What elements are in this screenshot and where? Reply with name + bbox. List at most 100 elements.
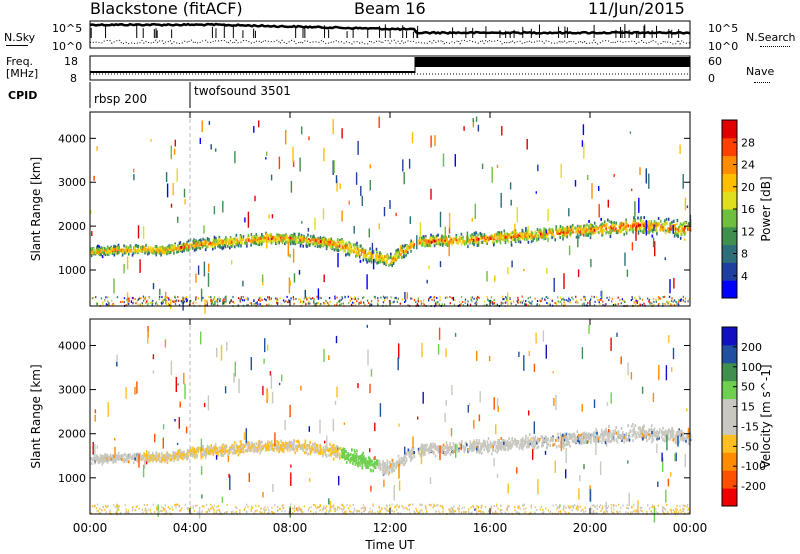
velocity-cell: [507, 448, 509, 452]
power-ground-cell: [286, 295, 288, 298]
power-ground-cell: [173, 300, 176, 303]
power-cell: [325, 247, 328, 251]
power-cell: [212, 242, 215, 246]
power-cell: [418, 239, 420, 243]
power-sparse: [165, 172, 168, 183]
power-cell: [379, 251, 381, 255]
power-ground-cell: [449, 296, 451, 298]
power-ground-cell: [521, 301, 523, 304]
power-ground-cell: [575, 295, 577, 298]
power-cell: [601, 231, 603, 235]
power-cell: [654, 228, 657, 232]
power-ground-cell: [420, 300, 422, 303]
power-cell: [113, 244, 116, 248]
power-ground-cell: [290, 297, 292, 300]
power-cell: [639, 229, 642, 233]
power-cell: [171, 245, 173, 249]
velocity-cell: [193, 452, 195, 456]
power-cell: [149, 246, 152, 250]
power-sparse: [176, 168, 178, 182]
power-sparse: [430, 188, 432, 200]
power-ground-cell: [185, 297, 188, 300]
velocity-cell: [467, 448, 469, 452]
nave-tick-low: 0: [708, 72, 715, 85]
power-ground-cell: [388, 299, 390, 302]
power-ground-cell: [219, 298, 221, 301]
power-ground-cell: [182, 298, 184, 301]
power-cell: [648, 228, 650, 232]
power-ground-cell: [655, 300, 657, 303]
power-ground-cell: [167, 302, 169, 305]
power-cell: [302, 239, 305, 243]
power-ground-cell: [320, 303, 322, 306]
power-cell: [236, 243, 238, 247]
power-cell: [512, 230, 515, 234]
velocity-cell: [617, 430, 620, 433]
velocity-cell: [432, 442, 434, 446]
power-sparse: [511, 260, 513, 268]
power-cell: [681, 223, 684, 227]
velocity-cell: [186, 457, 188, 461]
power-cell: [559, 231, 561, 235]
power-sparse: [152, 283, 155, 290]
power-cell: [469, 234, 472, 238]
power-cell: [239, 237, 242, 241]
power-cell: [206, 239, 209, 243]
power-cell: [299, 235, 301, 239]
power-sparse: [371, 242, 374, 254]
power-ground-cell: [529, 296, 531, 299]
power-cell: [204, 242, 207, 246]
power-sparse: [290, 181, 293, 193]
velocity-cell: [557, 432, 559, 436]
power-cell: [251, 236, 254, 240]
power-ground-cell: [416, 304, 418, 307]
power-cell: [530, 234, 533, 238]
velocity-cell: [101, 454, 103, 458]
power-ground-cell: [336, 302, 338, 304]
velocity-cell: [347, 452, 349, 456]
power-ground-cell: [259, 299, 261, 302]
velocity-cell: [166, 451, 169, 455]
power-ground-cell: [224, 302, 226, 305]
power-cell: [593, 225, 595, 229]
power-cell: [560, 230, 563, 234]
power-ground-cell: [586, 304, 588, 307]
velocity-cell: [483, 439, 486, 443]
power-cell: [670, 227, 672, 231]
velocity-cell: [280, 447, 283, 451]
power-ground-cell: [161, 300, 164, 303]
power-ground-cell: [671, 297, 673, 300]
power-cell: [439, 243, 442, 247]
power-cell: [350, 245, 353, 249]
power-sparse: [361, 195, 363, 206]
power-cell: [663, 227, 666, 231]
power-cell: [489, 236, 491, 240]
power-ground-cell: [678, 299, 680, 301]
power-sparse: [682, 174, 684, 189]
power-cell: [216, 242, 219, 246]
power-cell: [667, 217, 670, 221]
power-ground-cell: [634, 296, 636, 299]
power-cell: [217, 239, 220, 243]
power-cell: [376, 261, 378, 265]
power-ground-cell: [584, 298, 586, 301]
power-cell: [532, 232, 534, 236]
power-ground-cell: [164, 296, 166, 299]
power-cell: [649, 227, 651, 231]
power-cell: [517, 238, 519, 242]
power-cell: [317, 236, 319, 240]
power-cell: [601, 222, 604, 226]
power-cell: [595, 227, 597, 231]
power-ground-cell: [223, 302, 225, 305]
freq-panel-frame: [89, 55, 691, 81]
power-cell: [139, 249, 142, 253]
power-cell: [673, 219, 675, 223]
power-ground-cell: [211, 301, 214, 304]
velocity-cell: [658, 431, 661, 434]
power-ground-cell: [219, 299, 221, 302]
velocity-cell: [503, 444, 505, 448]
power-ground-cell: [555, 302, 557, 305]
power-cell: [426, 243, 428, 247]
power-cell: [546, 234, 548, 238]
power-cell: [238, 242, 241, 245]
